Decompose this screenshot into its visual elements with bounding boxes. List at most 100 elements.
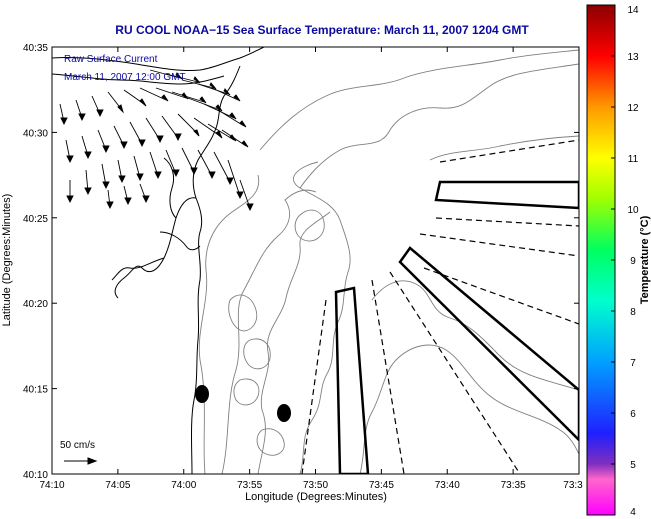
vector-arrow <box>181 147 198 176</box>
vector-arrow <box>139 183 150 204</box>
coast-line <box>191 65 241 474</box>
region-polygon-lower <box>334 286 370 474</box>
x-tick-label: 74:10 <box>39 480 64 491</box>
colorbar-ticks: 14 13 12 11 10 9 8 7 6 5 4 <box>611 4 639 518</box>
x-tick-label: 73:35 <box>501 480 526 491</box>
coast-line <box>52 73 225 85</box>
map-title: RU COOL NOAA−15 Sea Surface Temperature:… <box>115 23 529 37</box>
colorbar-tick-label: 7 <box>630 358 636 369</box>
colorbar-gradient <box>586 4 616 516</box>
coast-line <box>111 257 165 281</box>
colorbar-tick-label: 5 <box>630 460 636 471</box>
current-label: Raw Surface Current <box>64 54 158 65</box>
contour-line <box>228 294 258 332</box>
y-tick-label: 40:35 <box>23 43 48 54</box>
vector-arrow <box>145 117 164 144</box>
vector-arrow <box>213 151 234 186</box>
x-tick-label: 74:05 <box>105 480 130 491</box>
y-axis: 40:35 40:30 40:25 40:20 40:15 40:10 <box>23 43 579 481</box>
y-tick-label: 40:25 <box>23 214 48 225</box>
vector-arrow <box>59 103 68 126</box>
vector-arrow <box>123 89 147 107</box>
vector-arrow <box>84 169 92 196</box>
coast-line <box>52 47 265 72</box>
outlined-regions <box>334 180 579 474</box>
colorbar-tick-label: 6 <box>630 409 636 420</box>
contour-line <box>359 344 579 474</box>
current-date: March 11, 2007 12:00 GMT <box>64 72 186 83</box>
scale-label: 50 cm/s <box>60 440 95 451</box>
vector-arrow <box>193 117 223 139</box>
vector-arrow <box>139 87 169 102</box>
current-vectors <box>59 69 254 212</box>
coast-line <box>163 157 177 219</box>
x-axis: 74:10 74:05 74:00 73:55 73:50 73:45 73:40 73:35… <box>39 47 583 491</box>
contour-line <box>256 428 285 456</box>
colorbar-tick-label: 11 <box>628 154 639 165</box>
vector-arrow <box>197 149 216 180</box>
vector-arrow <box>165 149 180 178</box>
vector-arrow <box>107 91 124 114</box>
vector-arrow <box>165 73 201 84</box>
coastline <box>52 47 265 474</box>
dashed-line <box>423 267 579 325</box>
dashed-line <box>435 217 579 227</box>
colorbar-tick-label: 9 <box>630 256 636 267</box>
station-marker <box>195 385 209 403</box>
dashed-line <box>371 279 405 474</box>
contour-line <box>221 189 317 474</box>
vector-arrow <box>65 139 74 164</box>
vector-arrow <box>91 95 104 118</box>
vector-arrow <box>221 129 249 148</box>
vector-arrow <box>197 83 231 96</box>
contour-line <box>243 338 271 370</box>
vector-arrow <box>66 180 74 204</box>
x-tick-label: 73:55 <box>237 480 262 491</box>
vector-arrow <box>211 87 241 102</box>
dashed-line <box>439 139 579 163</box>
vector-arrow <box>171 91 207 104</box>
scale-arrow <box>64 457 98 465</box>
colorbar-tick-label: 10 <box>627 205 639 216</box>
contour-line <box>198 174 260 474</box>
colorbar: 14 13 12 11 10 9 8 7 6 5 4 Temperature (°C) <box>586 4 651 518</box>
y-tick-label: 40:30 <box>23 128 48 139</box>
dashed-line <box>389 271 521 474</box>
x-tick-label: 73:40 <box>435 480 460 491</box>
vector-arrow <box>106 189 114 210</box>
vector-arrow <box>129 121 146 148</box>
region-polygon-middle <box>398 246 579 442</box>
x-axis-label: Longitude (Degrees:Minutes) <box>245 491 387 503</box>
vector-arrow <box>239 179 254 212</box>
y-axis-label: Latitude (Degrees:Minutes) <box>1 194 13 327</box>
vector-arrow <box>75 99 86 122</box>
coast-line <box>114 197 197 299</box>
vector-arrow <box>117 159 126 184</box>
vector-arrow <box>97 129 110 154</box>
dashed-line <box>419 233 579 257</box>
contour-line <box>259 49 579 151</box>
plot-area <box>51 46 580 475</box>
region-polygon-upper <box>434 180 579 210</box>
x-tick-label: 73:3 <box>563 480 583 491</box>
contour-line <box>294 209 325 242</box>
contour-line <box>429 135 579 161</box>
colorbar-tick-label: 13 <box>627 52 639 63</box>
colorbar-tick-label: 8 <box>630 307 636 318</box>
colorbar-tick-label: 12 <box>627 103 639 114</box>
vector-arrow <box>217 109 247 128</box>
station-marker <box>277 404 291 422</box>
y-tick-label: 40:10 <box>23 470 48 481</box>
y-tick-label: 40:15 <box>23 385 48 396</box>
contour-line <box>257 211 331 474</box>
vector-arrow <box>81 135 92 160</box>
y-tick-label: 40:20 <box>23 299 48 310</box>
dashed-lines <box>301 139 579 474</box>
vector-arrow <box>113 125 128 150</box>
colorbar-tick-label: 14 <box>627 5 639 16</box>
colorbar-tick-label: 4 <box>630 507 636 518</box>
x-tick-label: 74:00 <box>171 480 196 491</box>
contour-line <box>293 161 351 474</box>
vector-arrow <box>123 185 132 206</box>
